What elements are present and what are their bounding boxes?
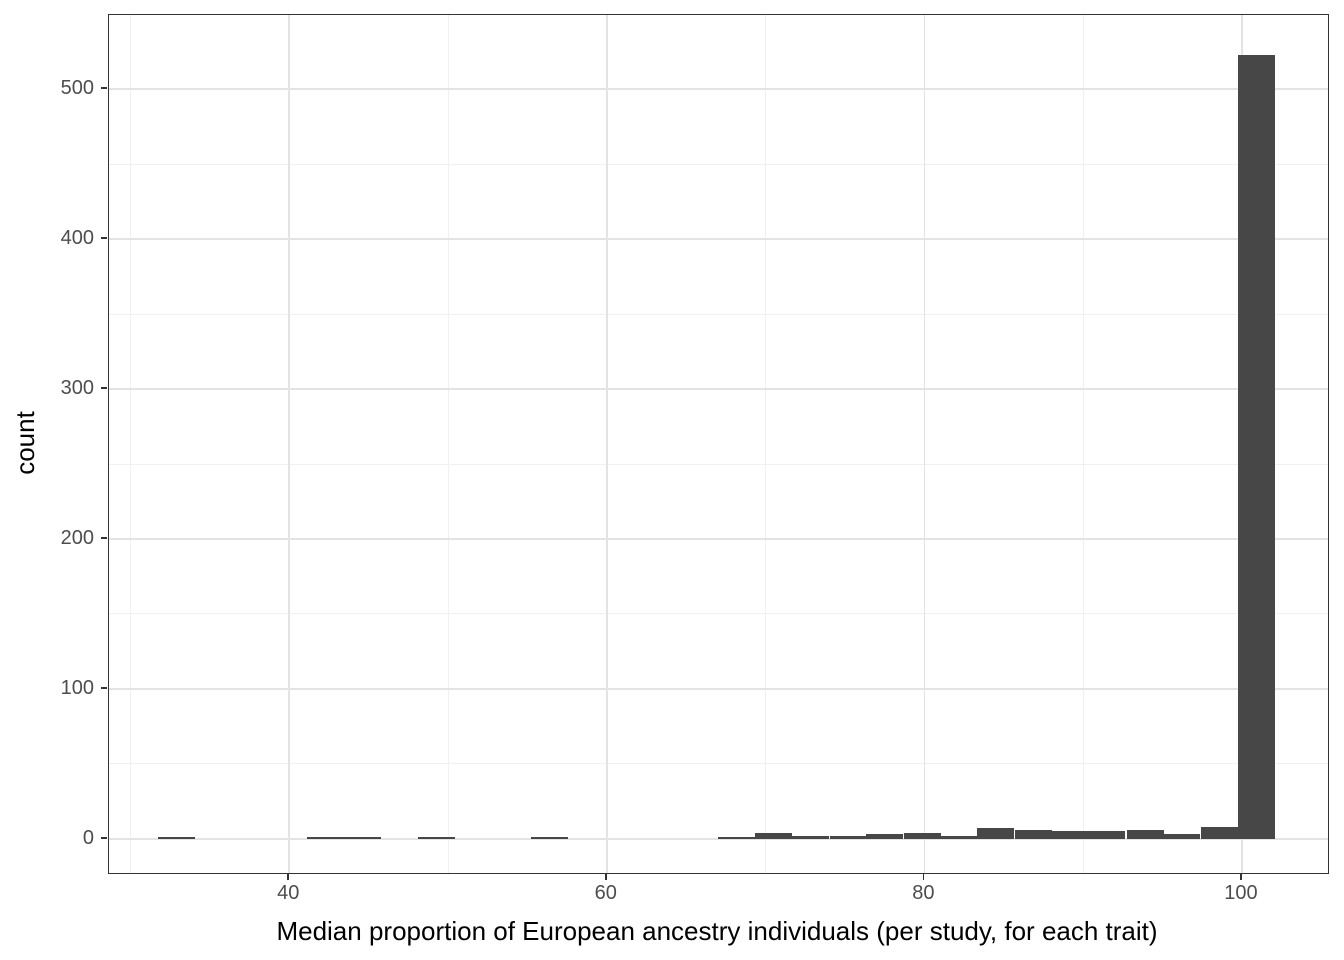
histogram-bar <box>1051 831 1089 839</box>
gridline-y-major <box>109 538 1328 540</box>
histogram-bar <box>940 835 978 839</box>
histogram-bar <box>531 837 569 839</box>
y-tick-label: 200 <box>60 526 94 549</box>
y-tick-mark <box>101 537 107 539</box>
y-tick-mark <box>101 387 107 389</box>
histogram-bar <box>791 835 829 839</box>
x-tick-label: 100 <box>1224 882 1258 904</box>
y-tick-label: 0 <box>82 826 94 849</box>
histogram-bar <box>829 835 867 839</box>
y-tick-mark <box>101 237 107 239</box>
histogram-bar <box>343 837 381 839</box>
y-tick-label: 400 <box>60 227 94 250</box>
y-tick-mark <box>101 87 107 89</box>
histogram-bar <box>904 832 942 839</box>
gridline-y-major <box>109 88 1328 90</box>
x-tick-label: 60 <box>594 882 617 904</box>
y-axis-title: count <box>10 411 40 475</box>
y-tick-mark <box>101 837 107 839</box>
gridline-y-major <box>109 388 1328 390</box>
histogram-bar <box>1237 54 1275 839</box>
x-tick-label: 80 <box>912 882 935 904</box>
gridline-y-minor <box>109 763 1328 765</box>
gridline-y-minor <box>109 313 1328 315</box>
gridline-y-major <box>109 838 1328 840</box>
y-tick-label: 500 <box>60 77 94 100</box>
gridline-y-major <box>109 688 1328 690</box>
gridline-x-major <box>288 15 290 873</box>
histogram-bar <box>1015 829 1053 839</box>
gridline-y-minor <box>109 613 1328 615</box>
gridline-y-minor <box>109 163 1328 165</box>
x-tick-mark <box>922 874 925 880</box>
gridline-x-minor <box>765 15 767 873</box>
gridline-x-major <box>923 15 926 873</box>
histogram-bar <box>157 837 195 839</box>
x-tick-mark <box>604 874 607 880</box>
x-tick-mark <box>1240 874 1242 880</box>
gridline-x-minor <box>129 15 131 873</box>
gridline-y-major <box>109 238 1328 240</box>
x-tick-label: 40 <box>277 882 300 904</box>
histogram-bar <box>718 837 756 839</box>
y-tick-label: 300 <box>60 377 94 400</box>
y-tick-label: 100 <box>60 676 94 699</box>
x-axis-title: Median proportion of European ancestry i… <box>276 916 1158 946</box>
histogram-bar <box>866 834 904 839</box>
gridline-x-minor <box>447 15 449 873</box>
gridline-x-minor <box>1082 15 1084 873</box>
histogram-bar <box>1201 826 1239 839</box>
histogram-bar <box>1163 834 1201 839</box>
plot-panel <box>108 14 1329 874</box>
histogram-bar <box>418 837 456 839</box>
gridline-x-major <box>606 15 608 873</box>
histogram-bar <box>1126 829 1164 839</box>
gridline-y-minor <box>109 463 1328 465</box>
histogram-bar <box>1088 831 1126 839</box>
histogram-bar <box>307 837 345 839</box>
histogram-bar <box>977 828 1015 839</box>
x-tick-mark <box>287 874 290 880</box>
y-tick-mark <box>101 687 107 689</box>
histogram-bar <box>754 832 793 839</box>
